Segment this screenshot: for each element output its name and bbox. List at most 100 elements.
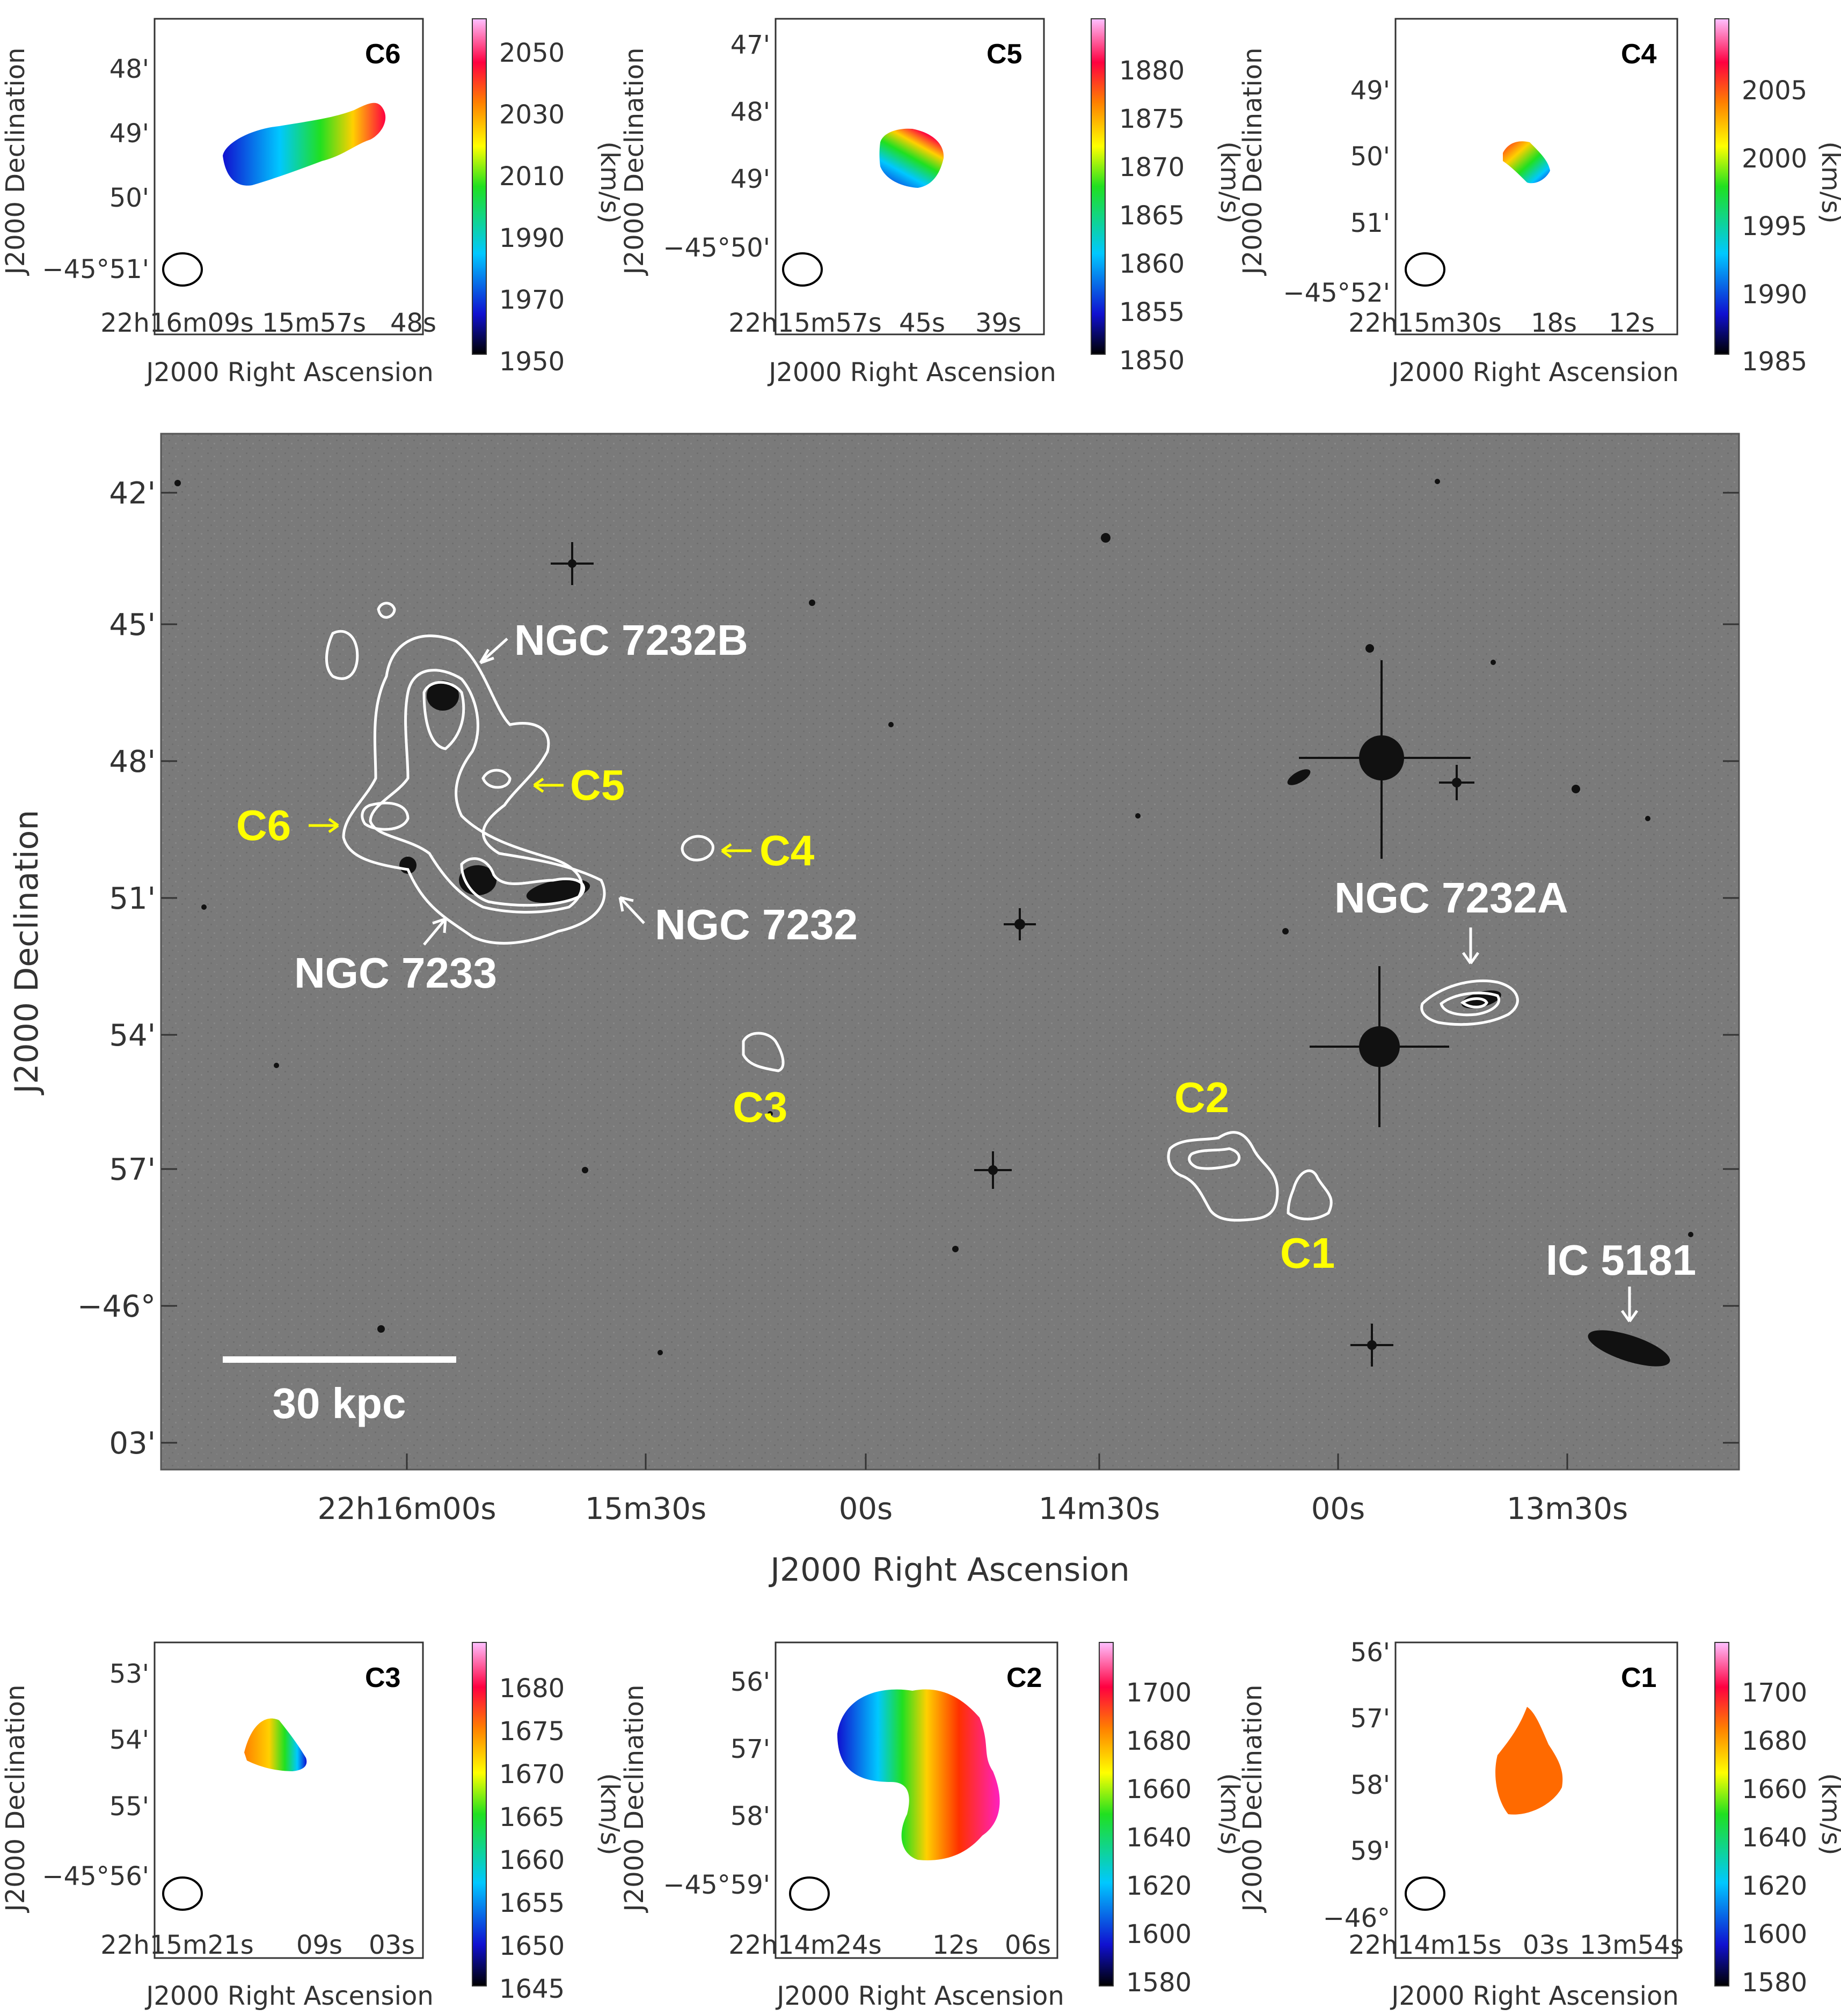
arrow-ngc7232b [479, 638, 508, 664]
panel-xlabel: J2000 Right Ascension [144, 1981, 434, 2011]
main-xlabel: J2000 Right Ascension [768, 1551, 1129, 1589]
panel-xlabel: J2000 Right Ascension [1390, 1981, 1679, 2011]
cbar-tick: 1700 [1742, 1678, 1807, 1708]
contour-c5 [481, 769, 512, 789]
panel-c2: C2 56' 57' 58' −45°59' 22h14m24s 12s 06s… [619, 1641, 1245, 2011]
label-ngc7232a: NGC 7232A [1334, 874, 1568, 922]
panel-xlabel: J2000 Right Ascension [775, 1981, 1064, 2011]
contour-c2 [1167, 1131, 1279, 1222]
arrow-c4 [721, 843, 751, 859]
cbar-tick: 1660 [499, 1845, 565, 1875]
dec-tick: 55' [109, 1792, 149, 1822]
dec-tick: −45°51' [42, 254, 149, 284]
ra-tick: 18s [1531, 308, 1577, 338]
dec-tick: 58' [1350, 1770, 1390, 1800]
velocity-field [223, 103, 386, 186]
panel-xlabel: J2000 Right Ascension [144, 357, 434, 388]
scale-bar-label: 30 kpc [272, 1379, 406, 1427]
main-dec-tick: 57' [109, 1152, 156, 1187]
label-c2: C2 [1174, 1073, 1229, 1121]
main-ylabel: J2000 Declination [8, 810, 46, 1096]
dec-tick: 48' [109, 54, 149, 84]
panel-c5: C5 47' 48' 49' −45°50' 22h15m57s 45s 39s… [619, 18, 1245, 388]
cbar-unit: (km/s) [1816, 141, 1841, 223]
cbar-tick: 1860 [1119, 249, 1185, 279]
contour-c2-inner [1188, 1147, 1241, 1170]
contour-c3 [742, 1032, 785, 1072]
cbar-tick: 1970 [499, 285, 565, 315]
cbar-tick: 1660 [1742, 1774, 1807, 1805]
panel-ylabel: J2000 Declination [1238, 48, 1268, 276]
panel-ylabel: J2000 Declination [619, 48, 649, 276]
dec-tick: 53' [109, 1659, 149, 1689]
cbar-tick: 1665 [499, 1802, 565, 1832]
main-ra-tick: 15m30s [585, 1492, 706, 1526]
panel-title: C2 [1006, 1662, 1042, 1693]
label-ic5181: IC 5181 [1546, 1236, 1696, 1284]
arrow-ngc7232 [618, 896, 645, 924]
main-dec-tick: 42' [109, 476, 156, 511]
dec-tick: 56' [1350, 1638, 1390, 1668]
ra-tick: 12s [932, 1930, 978, 1960]
main-dec-tick: 48' [109, 744, 156, 779]
cbar-unit: (km/s) [1215, 1773, 1245, 1855]
cbar-tick: 1950 [499, 347, 565, 377]
cbar-tick: 1675 [499, 1716, 565, 1747]
contour-inner-7233 [460, 857, 586, 907]
cbar-tick: 1600 [1126, 1919, 1192, 1949]
panel-xlabel: J2000 Right Ascension [767, 357, 1056, 388]
ra-tick: 45s [899, 308, 945, 338]
contour-blob-n [377, 602, 396, 619]
dec-tick: −45°50' [663, 233, 770, 263]
beam-ellipse [162, 252, 203, 287]
ra-tick: 22h15m30s [1348, 308, 1501, 338]
cbar-unit: (km/s) [595, 141, 625, 223]
white-arrows [423, 638, 1639, 1323]
contour-c6 [361, 801, 410, 831]
main-dec-tick: 03' [109, 1426, 156, 1461]
panel-ylabel: J2000 Declination [1, 1685, 31, 1913]
velocity-field [1495, 1707, 1563, 1815]
galaxy-ngc7232b-core [427, 681, 459, 711]
panel-ylabel: J2000 Declination [1238, 1685, 1268, 1913]
beam-ellipse [1405, 1876, 1445, 1911]
dec-tick: −45°52' [1283, 278, 1390, 308]
dec-tick: −45°56' [42, 1861, 149, 1891]
cbar-tick: 1855 [1119, 297, 1185, 327]
main-ra-tick: 14m30s [1039, 1492, 1160, 1526]
ra-tick: 48s [390, 308, 436, 338]
ra-tick: 06s [1005, 1930, 1051, 1960]
panel-frame [154, 18, 424, 335]
colorbar [1714, 1642, 1729, 1986]
dec-tick: 57' [1350, 1704, 1390, 1734]
cbar-unit: (km/s) [595, 1773, 625, 1855]
panel-c3: C3 53' 54' 55' −45°56' 22h15m21s 09s 03s… [1, 1641, 625, 2011]
cbar-tick: 1645 [499, 1974, 565, 2004]
cbar-tick: 1655 [499, 1888, 565, 1918]
velocity-field [1503, 141, 1550, 184]
contour-mid [369, 669, 583, 914]
cbar-tick: 1870 [1119, 152, 1185, 182]
ra-tick: 15m57s [262, 308, 366, 338]
cbar-tick: 1995 [1742, 211, 1807, 242]
cbar-tick: 1985 [1742, 347, 1807, 377]
contour-blob-nw [325, 630, 359, 680]
cbar-tick: 1650 [499, 1931, 565, 1961]
cbar-tick: 1670 [499, 1759, 565, 1789]
ra-tick: 22h14m24s [728, 1930, 881, 1960]
contour-c1 [1287, 1169, 1333, 1221]
dec-tick: 50' [1350, 142, 1390, 172]
main-dec-tick: 51' [109, 881, 156, 916]
ra-tick: 13m54s [1580, 1930, 1684, 1960]
cbar-tick: 2000 [1742, 144, 1807, 174]
cbar-tick: 1660 [1126, 1774, 1192, 1805]
main-map: 42' 45' 48' 51' 54' 57' −46° 03' 22h16m0… [8, 433, 1740, 1589]
panel-title: C5 [987, 39, 1022, 70]
dec-tick: 58' [730, 1801, 770, 1831]
main-ra-tick: 00s [839, 1492, 893, 1526]
cbar-tick: 1620 [1126, 1871, 1192, 1901]
main-dec-ticks: 42' 45' 48' 51' 54' 57' −46° 03' [77, 476, 156, 1461]
dec-tick: 57' [730, 1734, 770, 1764]
main-ticks [161, 492, 1739, 1470]
